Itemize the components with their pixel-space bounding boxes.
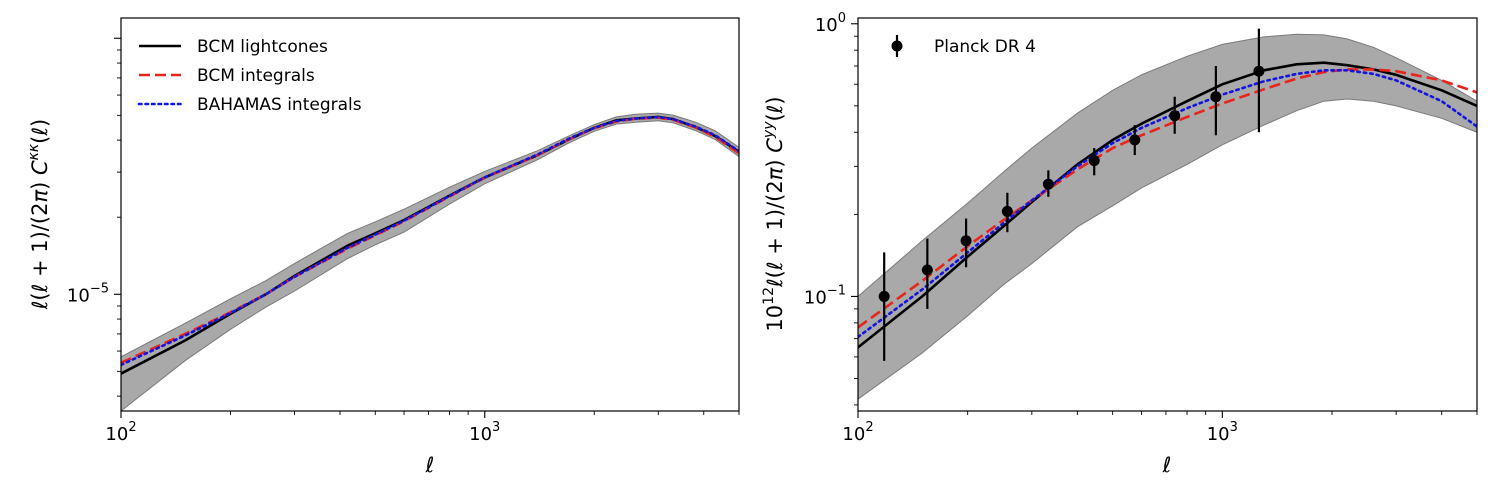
x-axis-label: ℓ bbox=[425, 453, 435, 477]
data-point bbox=[1088, 155, 1100, 167]
x-tick-label: 103 bbox=[1207, 420, 1238, 445]
data-point bbox=[921, 264, 933, 276]
x-tick-label: 102 bbox=[105, 420, 136, 445]
data-point bbox=[1253, 65, 1265, 77]
legend-marker bbox=[891, 40, 903, 52]
y-axis-label: 1012ℓ(ℓ + 1)/(2π) Cyy(ℓ) bbox=[761, 96, 787, 331]
x-axis-label: ℓ bbox=[1162, 453, 1172, 477]
scatter-band bbox=[858, 33, 1477, 400]
y-tick-label: 100 bbox=[815, 11, 846, 36]
legend-entry-bcm-lightcones: BCM lightcones bbox=[139, 37, 328, 57]
y-tick-label: 10−5 bbox=[67, 281, 109, 306]
chart-left-kappa: 102 103 10−5 ℓ ℓ(ℓ + 1)/(2π) Cκκ(ℓ) BCM li… bbox=[26, 17, 740, 477]
x-tick-label: 103 bbox=[469, 420, 500, 445]
series-line-bahamas-integrals bbox=[121, 115, 739, 367]
legend: BCM lightcones BCM integrals BAHAMAS integ… bbox=[137, 37, 362, 115]
legend-label: Planck DR 4 bbox=[934, 37, 1036, 57]
legend-label: BCM integrals bbox=[197, 66, 315, 86]
data-point bbox=[1210, 91, 1222, 103]
legend-label: BAHAMAS integrals bbox=[197, 95, 362, 115]
x-tick-label: 102 bbox=[842, 420, 873, 445]
legend-entry-bcm-integrals: BCM integrals bbox=[139, 66, 315, 86]
data-point bbox=[878, 290, 890, 302]
data-point bbox=[1169, 110, 1181, 122]
legend-entry-bahamas-integrals: BAHAMAS integrals bbox=[137, 95, 362, 115]
data-point bbox=[1042, 178, 1054, 190]
series-line-bahamas-integrals bbox=[858, 69, 1477, 339]
series-planck-dr-4 bbox=[878, 28, 1265, 361]
plot-frame bbox=[120, 17, 740, 412]
scatter-band bbox=[121, 112, 739, 411]
legend-label: BCM lightcones bbox=[197, 37, 328, 57]
y-tick-label: 10−1 bbox=[804, 283, 846, 308]
data-point bbox=[1129, 134, 1141, 146]
legend: Planck DR 4 bbox=[891, 35, 1036, 57]
chart-right-y: 102 103 10−1 100 ℓ 1012ℓ(ℓ + 1)/(2π) Cyy(ℓ)… bbox=[761, 11, 1478, 477]
y-axis-label: ℓ(ℓ + 1)/(2π) Cκκ(ℓ) bbox=[26, 119, 52, 311]
data-point bbox=[960, 235, 972, 247]
legend-entry-planck-dr-4: Planck DR 4 bbox=[891, 35, 1036, 57]
series-line-bcm-lightcones bbox=[858, 61, 1477, 349]
data-point bbox=[1001, 205, 1013, 217]
